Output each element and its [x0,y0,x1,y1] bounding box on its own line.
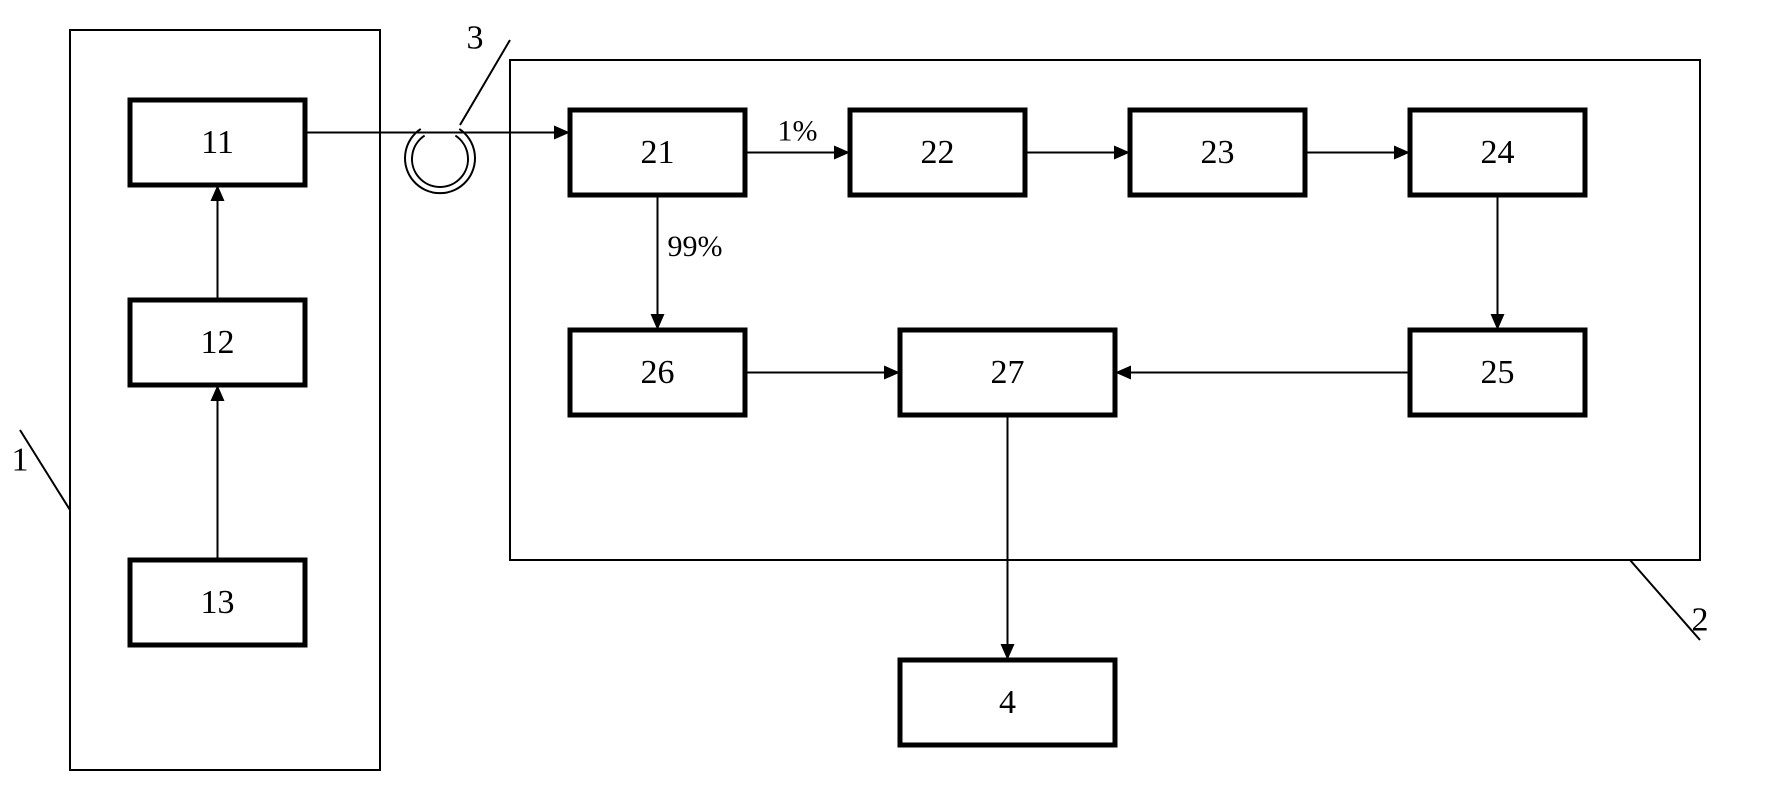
node-label-n13: 13 [201,584,235,621]
node-label-n12: 12 [201,324,235,361]
lead-line-right [1630,560,1700,640]
container-label-right: 2 [1692,602,1709,639]
node-label-n4: 4 [999,684,1016,721]
edge-label-n21-n22: 1% [778,115,818,148]
coil-outer [405,129,475,193]
node-label-n23: 23 [1201,134,1235,171]
node-label-n25: 25 [1481,354,1515,391]
block-diagram: 1211121321222324252726431%99% [0,0,1776,800]
coil-label: 3 [467,20,484,57]
node-label-n11: 11 [201,124,234,161]
container-right [510,60,1700,560]
node-label-n21: 21 [641,134,675,171]
node-label-n27: 27 [991,354,1025,391]
node-label-n26: 26 [641,354,675,391]
container-label-left: 1 [12,442,29,479]
edge-label-n21-n26: 99% [668,230,723,263]
node-label-n24: 24 [1481,134,1515,171]
coil-inner [412,136,468,187]
node-label-n22: 22 [921,134,955,171]
